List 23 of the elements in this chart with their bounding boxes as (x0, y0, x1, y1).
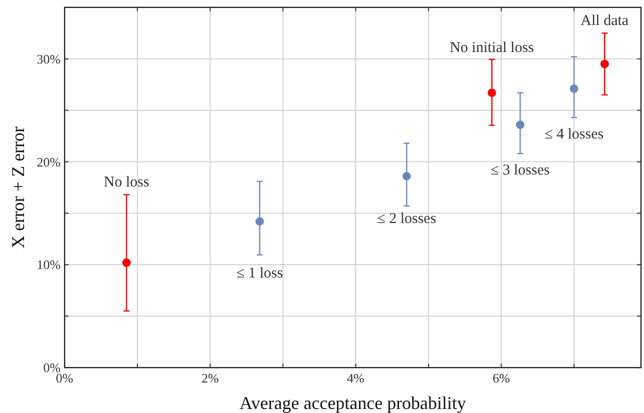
annotation: ≤ 2 losses (377, 211, 436, 228)
x-tick-label: 6% (492, 370, 510, 386)
y-tick-label: 20% (36, 154, 61, 170)
y-axis-title: X error + Z error (8, 126, 28, 249)
x-tick-label: 4% (347, 370, 365, 386)
annotation: No loss (104, 174, 150, 191)
x-axis-title: Average acceptance probability (240, 393, 466, 413)
annotation: No initial loss (450, 40, 534, 56)
y-tick-label: 30% (36, 51, 61, 66)
point (600, 60, 609, 68)
point (516, 120, 524, 129)
point (402, 172, 411, 180)
point (488, 88, 496, 98)
y-tick-label: 10% (36, 257, 61, 272)
annotation: All data (580, 13, 629, 30)
annotation: ≤ 3 losses (490, 162, 550, 179)
point (122, 258, 131, 267)
point (570, 84, 578, 93)
annotation: ≤ 4 losses (544, 126, 604, 143)
x-tick-label: 2% (201, 370, 219, 386)
y-tick-label: 0% (43, 360, 61, 376)
point (255, 217, 264, 226)
annotation: ≤ 1 loss (236, 265, 284, 282)
